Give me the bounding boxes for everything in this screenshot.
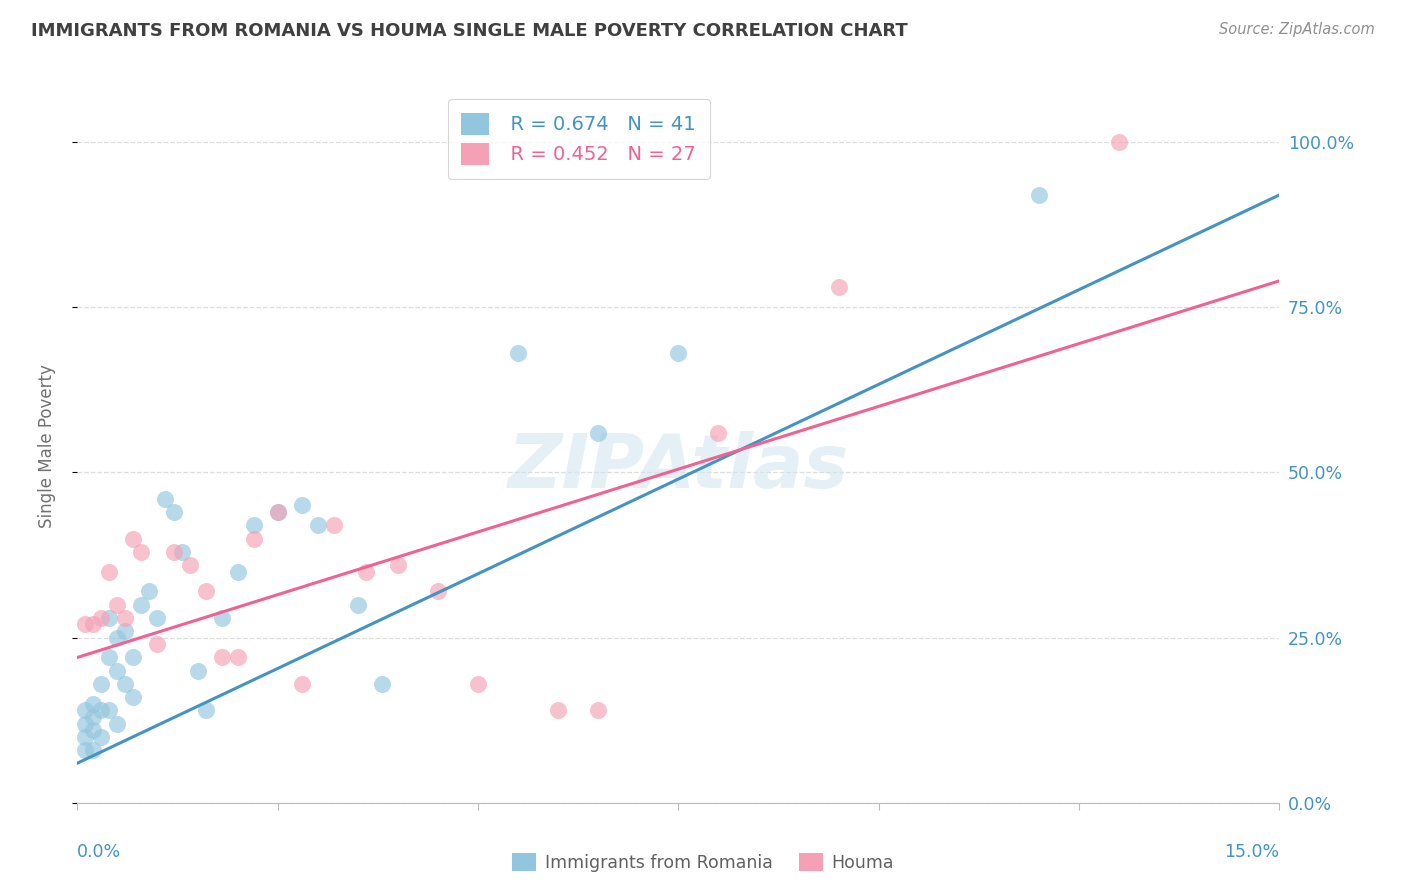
Point <box>75 743 97 757</box>
Point <box>107 716 129 731</box>
Point <box>107 598 129 612</box>
Point <box>107 664 129 678</box>
Point <box>75 730 97 744</box>
Point <box>98 650 121 665</box>
Point <box>155 491 177 506</box>
Point <box>242 532 264 546</box>
Point <box>90 677 112 691</box>
Text: 0.0%: 0.0% <box>77 843 121 861</box>
Point <box>707 425 730 440</box>
Point <box>211 650 233 665</box>
Point <box>82 710 104 724</box>
Point <box>138 584 160 599</box>
Legend: Immigrants from Romania, Houma: Immigrants from Romania, Houma <box>505 847 901 879</box>
Point <box>291 677 314 691</box>
Point <box>122 690 145 704</box>
Text: 15.0%: 15.0% <box>1225 843 1279 861</box>
Point <box>467 677 489 691</box>
Point <box>194 584 217 599</box>
Point <box>194 703 217 717</box>
Point <box>668 346 690 360</box>
Legend:   R = 0.674   N = 41,   R = 0.452   N = 27: R = 0.674 N = 41, R = 0.452 N = 27 <box>447 99 710 178</box>
Point <box>162 545 184 559</box>
Point <box>75 617 97 632</box>
Point <box>226 650 249 665</box>
Point <box>90 611 112 625</box>
Point <box>427 584 450 599</box>
Point <box>828 280 851 294</box>
Point <box>588 703 610 717</box>
Point <box>75 716 97 731</box>
Point <box>146 637 169 651</box>
Point <box>75 703 97 717</box>
Point <box>114 677 136 691</box>
Point <box>82 723 104 738</box>
Point <box>90 730 112 744</box>
Point <box>291 499 314 513</box>
Point <box>146 611 169 625</box>
Point <box>170 545 193 559</box>
Point <box>82 617 104 632</box>
Point <box>187 664 209 678</box>
Point <box>162 505 184 519</box>
Text: Source: ZipAtlas.com: Source: ZipAtlas.com <box>1219 22 1375 37</box>
Point <box>387 558 409 572</box>
Point <box>90 703 112 717</box>
Point <box>131 598 153 612</box>
Point <box>267 505 290 519</box>
Point <box>122 650 145 665</box>
Point <box>547 703 569 717</box>
Text: ZIPAtlas: ZIPAtlas <box>508 431 849 504</box>
Point <box>322 518 344 533</box>
Point <box>98 703 121 717</box>
Point <box>82 743 104 757</box>
Y-axis label: Single Male Poverty: Single Male Poverty <box>38 364 56 528</box>
Point <box>114 611 136 625</box>
Point <box>98 565 121 579</box>
Point <box>307 518 329 533</box>
Point <box>347 598 370 612</box>
Text: IMMIGRANTS FROM ROMANIA VS HOUMA SINGLE MALE POVERTY CORRELATION CHART: IMMIGRANTS FROM ROMANIA VS HOUMA SINGLE … <box>31 22 908 40</box>
Point <box>354 565 377 579</box>
Point <box>371 677 394 691</box>
Point <box>267 505 290 519</box>
Point <box>226 565 249 579</box>
Point <box>131 545 153 559</box>
Point <box>114 624 136 638</box>
Point <box>508 346 530 360</box>
Point <box>179 558 201 572</box>
Point <box>588 425 610 440</box>
Point <box>82 697 104 711</box>
Point <box>1108 135 1130 149</box>
Point <box>242 518 264 533</box>
Point <box>98 611 121 625</box>
Point <box>107 631 129 645</box>
Point <box>211 611 233 625</box>
Point <box>1028 188 1050 202</box>
Point <box>122 532 145 546</box>
